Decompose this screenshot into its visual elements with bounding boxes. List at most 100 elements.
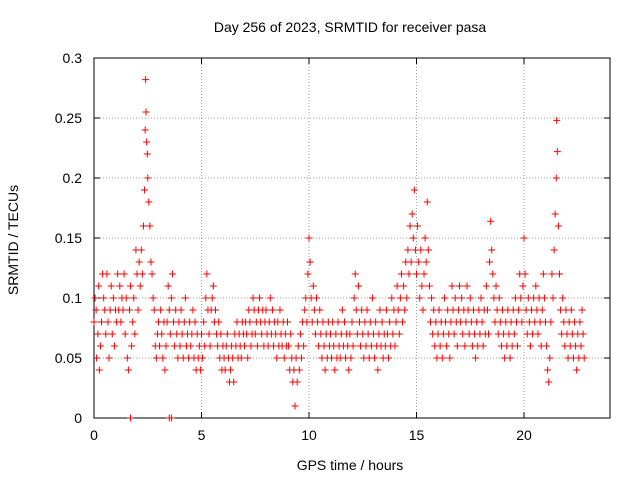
- data-point: [305, 234, 313, 242]
- data-point: [95, 282, 103, 290]
- data-point: [385, 354, 393, 362]
- data-point: [205, 330, 213, 338]
- data-point: [152, 354, 160, 362]
- data-point: [345, 366, 353, 374]
- data-point: [374, 366, 382, 374]
- data-point: [538, 306, 546, 314]
- data-point: [91, 294, 99, 302]
- data-point: [249, 294, 257, 302]
- data-point: [313, 294, 321, 302]
- data-point: [128, 342, 136, 350]
- data-point: [134, 306, 142, 314]
- data-point: [227, 366, 235, 374]
- data-point: [371, 354, 379, 362]
- data-point: [321, 366, 329, 374]
- data-point: [515, 306, 523, 314]
- data-point: [418, 282, 426, 290]
- data-point: [246, 318, 254, 326]
- data-point: [354, 282, 362, 290]
- data-point: [119, 306, 127, 314]
- data-point: [420, 270, 428, 278]
- data-point: [521, 270, 529, 278]
- data-point: [578, 306, 586, 314]
- y-axis-label: SRMTID / TECUs: [5, 185, 21, 295]
- data-point: [215, 318, 223, 326]
- data-point: [400, 282, 408, 290]
- data-point: [131, 330, 139, 338]
- data-point: [391, 342, 399, 350]
- data-point: [580, 354, 588, 362]
- data-point: [451, 294, 459, 302]
- data-point: [546, 354, 554, 362]
- data-point: [107, 282, 115, 290]
- data-point: [104, 318, 112, 326]
- data-point: [223, 330, 231, 338]
- y-tick-label: 0.25: [55, 110, 82, 126]
- data-point: [316, 306, 324, 314]
- data-point: [244, 354, 252, 362]
- data-point: [555, 270, 563, 278]
- data-point: [405, 270, 413, 278]
- data-point: [438, 354, 446, 362]
- data-point: [100, 294, 108, 302]
- data-point: [203, 270, 211, 278]
- data-point: [108, 330, 116, 338]
- data-point: [545, 378, 553, 386]
- data-point: [534, 330, 542, 338]
- data-point: [309, 282, 317, 290]
- data-point: [253, 342, 261, 350]
- data-point: [117, 318, 125, 326]
- data-point: [306, 258, 314, 266]
- data-point: [105, 354, 113, 362]
- data-point: [553, 148, 561, 156]
- data-point: [450, 330, 458, 338]
- data-point: [145, 198, 153, 206]
- data-point: [393, 282, 401, 290]
- data-point: [114, 270, 122, 278]
- data-point: [348, 318, 356, 326]
- data-point: [395, 330, 403, 338]
- x-axis-label: GPS time / hours: [297, 457, 404, 473]
- data-point: [146, 222, 154, 230]
- data-point: [573, 366, 581, 374]
- data-point: [413, 270, 420, 278]
- data-point: [423, 198, 431, 206]
- data-point: [382, 306, 390, 314]
- data-point: [459, 330, 467, 338]
- data-point: [396, 294, 404, 302]
- data-point: [517, 294, 525, 302]
- data-point: [419, 306, 427, 314]
- data-point: [544, 366, 552, 374]
- data-point: [202, 294, 210, 302]
- data-point: [340, 318, 348, 326]
- data-point: [96, 342, 104, 350]
- data-point: [181, 294, 189, 302]
- data-point: [139, 222, 147, 230]
- data-point: [351, 270, 359, 278]
- data-point: [130, 294, 138, 302]
- data-point: [386, 318, 394, 326]
- x-tick-label: 20: [516, 427, 532, 443]
- data-point: [237, 354, 245, 362]
- data-point: [142, 76, 150, 84]
- data-point: [463, 282, 471, 290]
- data-point: [363, 306, 371, 314]
- data-point: [110, 342, 118, 350]
- data-point: [448, 282, 456, 290]
- data-point: [297, 354, 305, 362]
- data-point: [401, 306, 409, 314]
- data-point: [266, 294, 274, 302]
- data-point: [376, 306, 384, 314]
- data-point: [409, 234, 417, 242]
- data-point: [159, 354, 167, 362]
- data-point: [196, 366, 204, 374]
- data-point: [392, 318, 400, 326]
- data-point: [142, 108, 150, 116]
- data-point: [200, 318, 208, 326]
- data-point: [92, 306, 100, 314]
- data-point: [116, 282, 124, 290]
- data-point: [461, 342, 469, 350]
- data-point: [144, 174, 152, 182]
- data-point: [300, 342, 308, 350]
- data-point: [446, 354, 454, 362]
